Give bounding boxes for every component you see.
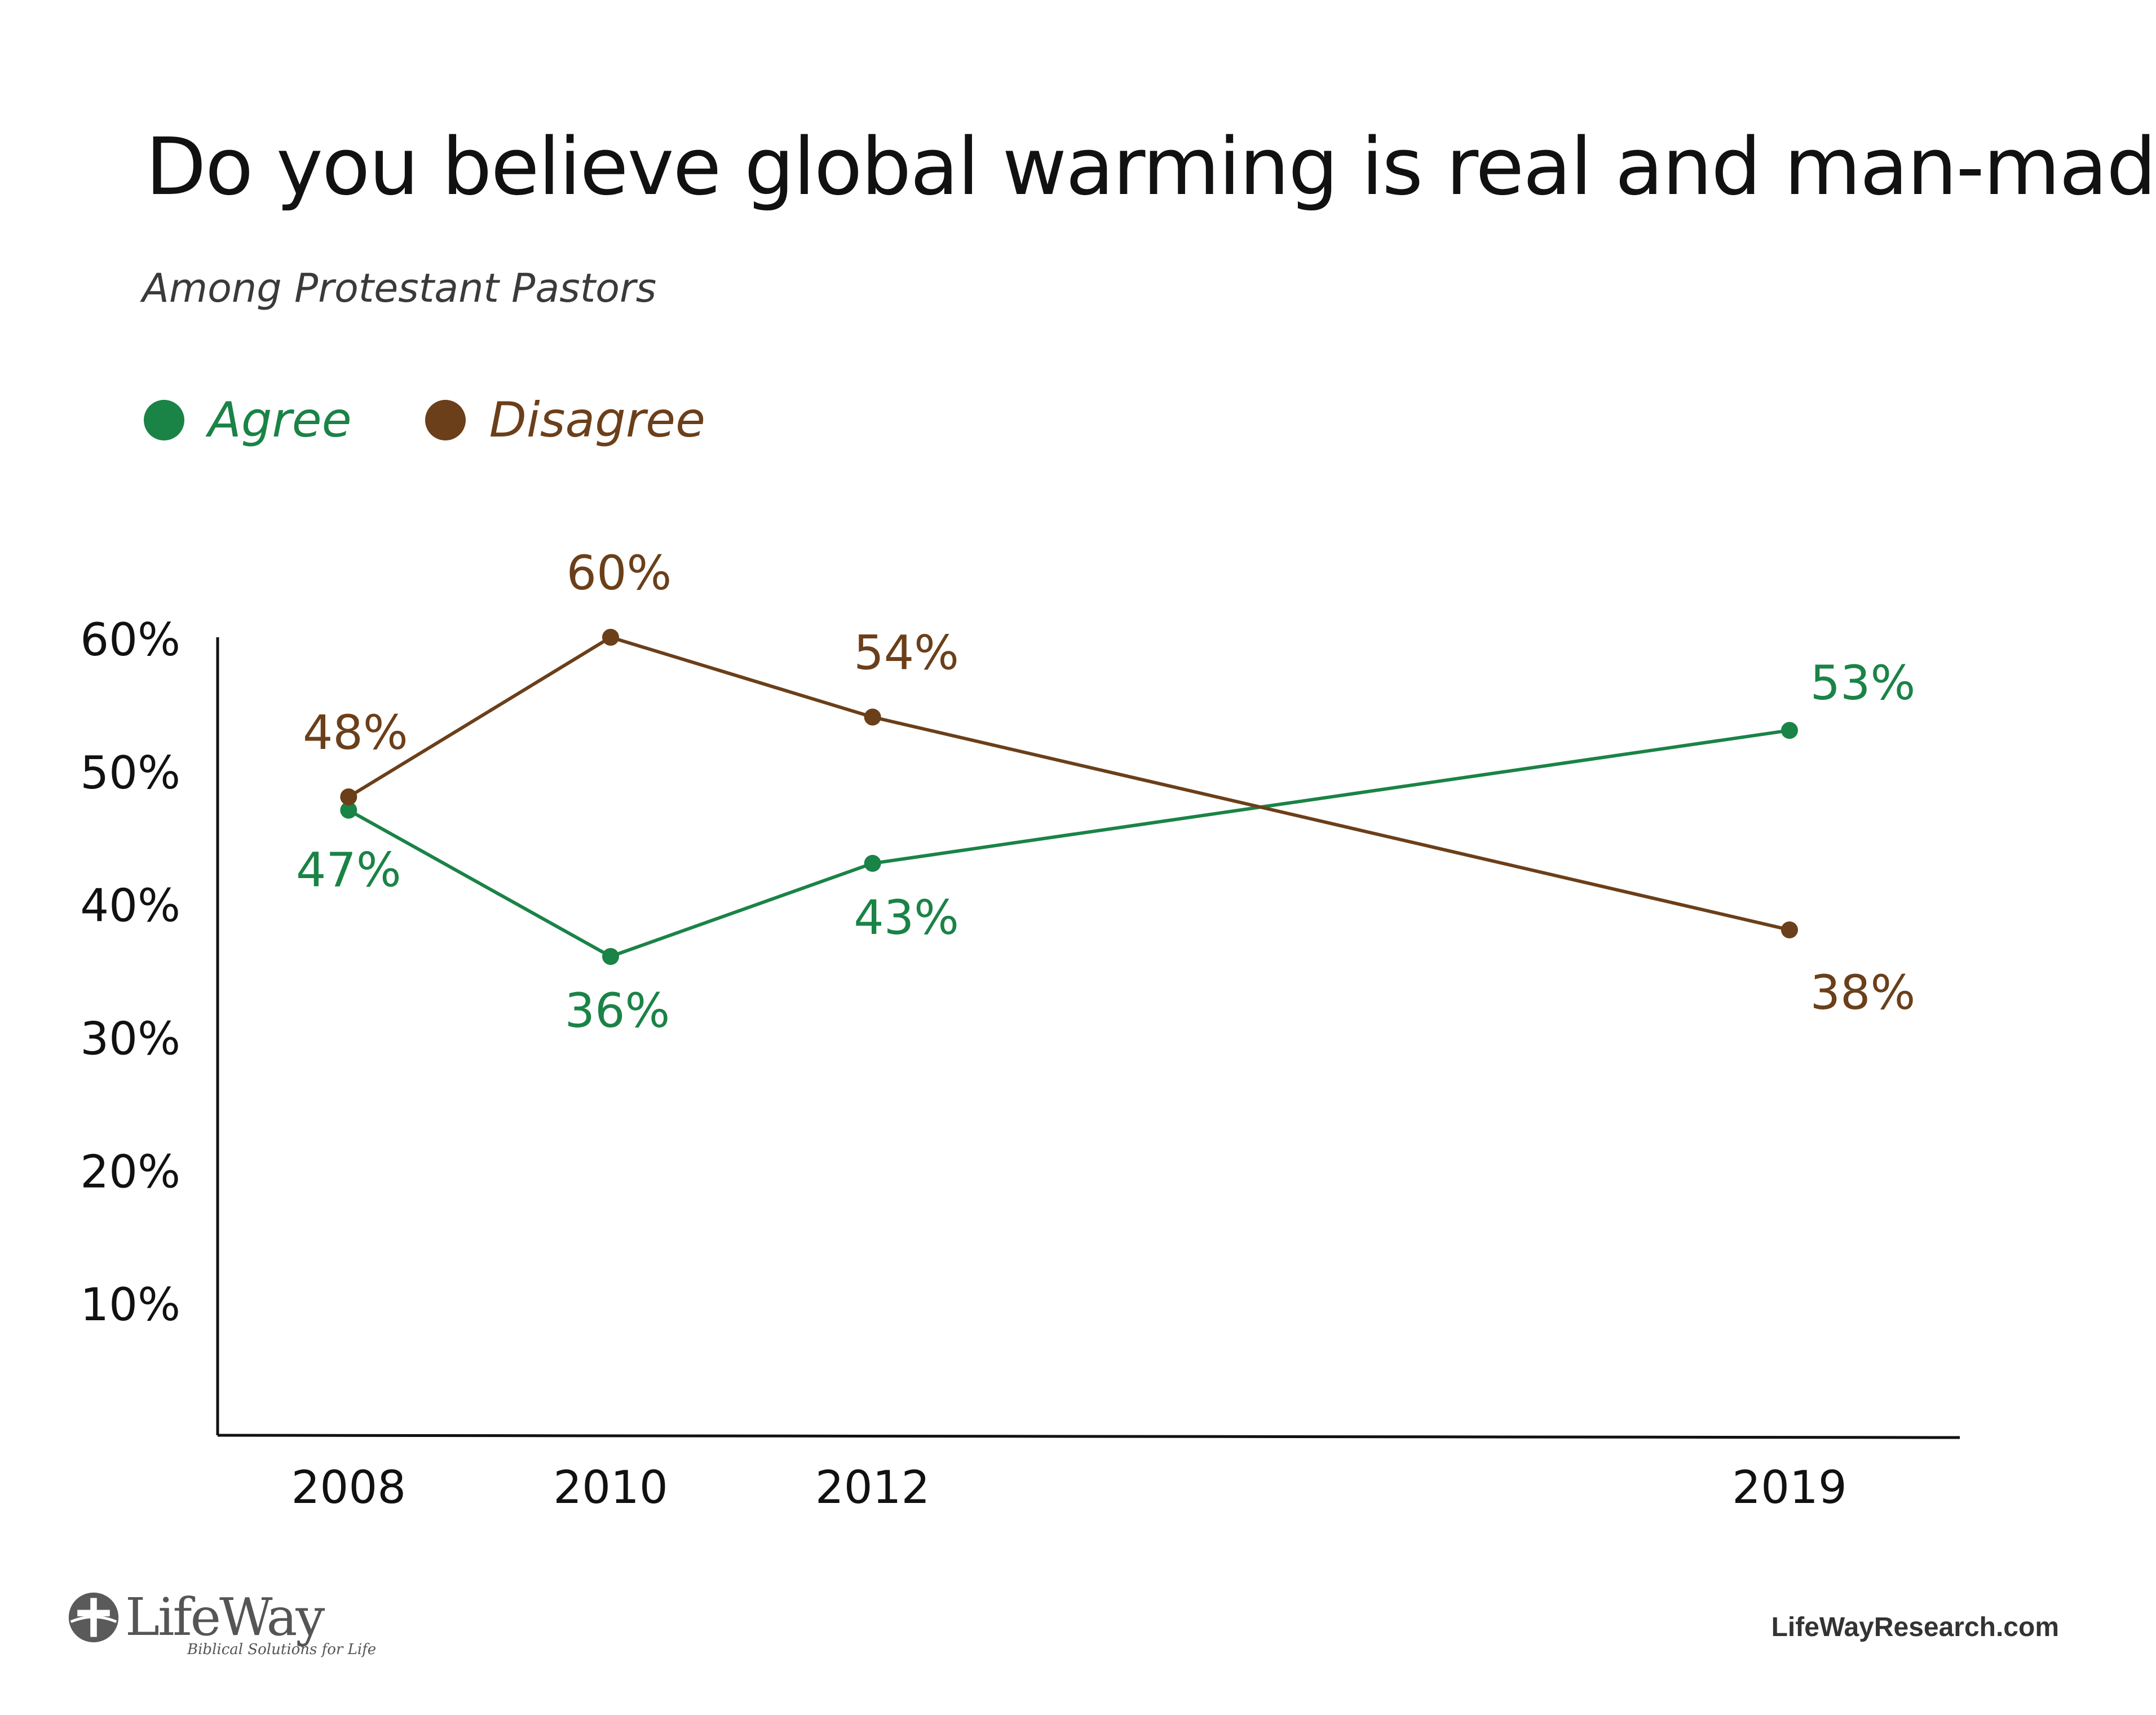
y-tick-label-10: 10% xyxy=(80,1278,180,1331)
data-label-agree-2019: 53% xyxy=(1810,655,1916,711)
y-tick-label-60: 60% xyxy=(80,614,180,666)
website-link[interactable]: LifeWayResearch.com xyxy=(1771,1612,2059,1642)
x-tick-label-2008: 2008 xyxy=(291,1461,407,1514)
x-tick-label-2010: 2010 xyxy=(553,1461,668,1514)
data-point-disagree-2012 xyxy=(864,708,881,726)
x-axis xyxy=(217,1434,1960,1439)
lifeway-logo: LifeWay Biblical Solutions for Life xyxy=(67,1590,376,1658)
series-line-agree xyxy=(347,729,1790,958)
data-label-disagree-2010: 60% xyxy=(567,545,672,601)
legend-item-agree: Agree xyxy=(144,392,352,448)
x-tick-label-2019: 2019 xyxy=(1732,1461,1847,1514)
data-label-disagree-2019: 38% xyxy=(1810,965,1916,1020)
data-point-disagree-2019 xyxy=(1781,921,1798,938)
y-tick-label-30: 30% xyxy=(80,1013,180,1065)
data-label-disagree-2008: 48% xyxy=(303,705,408,760)
legend-label-agree: Agree xyxy=(208,392,352,448)
data-label-agree-2012: 43% xyxy=(854,890,959,945)
legend-item-disagree: Disagree xyxy=(425,392,705,448)
series-line-disagree xyxy=(347,636,1790,932)
y-tick-label-20: 20% xyxy=(80,1145,180,1198)
y-tick-label-50: 50% xyxy=(80,747,180,799)
data-point-agree-2010 xyxy=(602,948,619,965)
data-point-agree-2012 xyxy=(864,854,881,872)
lifeway-logo-tagline: Biblical Solutions for Life xyxy=(187,1641,377,1658)
data-point-disagree-2010 xyxy=(602,629,619,646)
x-tick-label-2012: 2012 xyxy=(815,1461,930,1514)
y-tick-label-40: 40% xyxy=(80,880,180,932)
chart-subtitle: Among Protestant Pastors xyxy=(142,265,657,311)
data-label-agree-2008: 47% xyxy=(296,843,401,898)
data-point-disagree-2008 xyxy=(340,788,357,805)
legend-marker-agree xyxy=(144,400,184,440)
data-label-disagree-2012: 54% xyxy=(854,625,959,681)
legend-marker-disagree xyxy=(425,400,466,440)
chart-title: Do you believe global warming is real an… xyxy=(145,121,2156,213)
data-point-agree-2008 xyxy=(340,801,357,819)
legend: Agree Disagree xyxy=(144,389,779,451)
lifeway-logo-icon xyxy=(68,1592,119,1643)
data-point-agree-2019 xyxy=(1781,722,1798,739)
legend-label-disagree: Disagree xyxy=(489,392,705,448)
lifeway-logo-name: LifeWay xyxy=(125,1587,325,1647)
data-label-agree-2010: 36% xyxy=(565,983,670,1038)
